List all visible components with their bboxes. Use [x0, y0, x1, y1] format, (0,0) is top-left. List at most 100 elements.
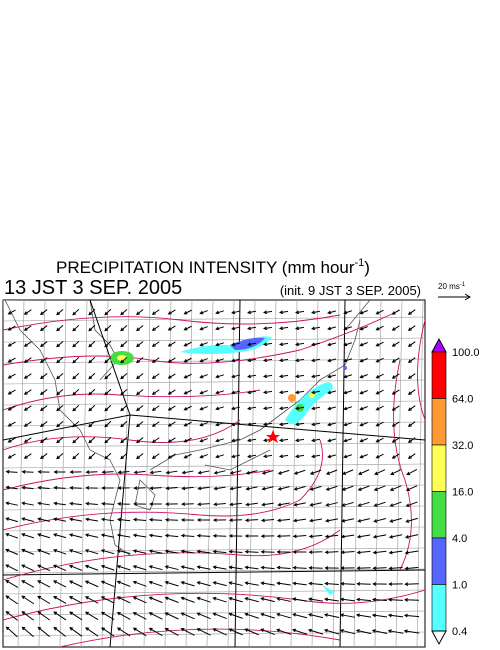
wind-arrow [391, 389, 400, 395]
wind-arrow [324, 581, 339, 586]
wind-arrow [213, 486, 226, 491]
wind-arrow [199, 374, 208, 379]
wind-arrow [37, 564, 51, 572]
wind-arrow [88, 452, 96, 460]
wind-arrow [212, 628, 227, 636]
wind-arrow [56, 453, 64, 460]
wind-arrow [151, 341, 160, 347]
wind-arrow [308, 565, 323, 570]
wind-arrow [247, 326, 257, 331]
wind-arrow [324, 597, 339, 602]
wind-arrow [52, 580, 67, 588]
colorbar-label: 0.4 [452, 626, 467, 638]
wind-arrow [263, 326, 273, 331]
wind-arrow [212, 581, 227, 587]
wind-arrow [343, 406, 352, 411]
wind-arrow [21, 501, 34, 506]
grid-line [3, 505, 425, 511]
title-sup: -1 [355, 257, 365, 269]
wind-arrow [120, 309, 128, 316]
wind-arrow [116, 517, 131, 522]
wind-arrow [72, 420, 80, 428]
wind-arrow [375, 421, 384, 427]
precip-cyan [285, 382, 333, 424]
wind-arrow [7, 309, 16, 315]
wind-arrow [68, 564, 83, 571]
wind-arrow [244, 612, 259, 619]
wind-arrow [215, 342, 224, 347]
wind-arrow [325, 502, 338, 507]
wind-arrow [68, 533, 83, 538]
wind-arrow [311, 438, 321, 443]
wind-arrow [292, 581, 307, 586]
wind-arrow [374, 469, 386, 476]
wind-arrow [116, 612, 131, 620]
wind-arrow [120, 341, 128, 348]
wind-arrow [293, 502, 306, 507]
wind-arrow [244, 565, 259, 570]
wind-arrow [120, 421, 128, 428]
wind-arrow [7, 405, 16, 411]
wind-arrow [84, 533, 99, 538]
wind-arrow [292, 550, 307, 554]
wind-arrow [5, 564, 19, 572]
wind-arrow [277, 469, 290, 475]
grid-line [332, 300, 340, 647]
wind-arrow [244, 628, 259, 636]
wind-arrow [52, 564, 67, 572]
wind-arrow [199, 406, 208, 411]
wind-arrow [406, 468, 418, 476]
wind-arrow [324, 566, 339, 570]
wind-arrow [164, 549, 179, 554]
wind-arrow [263, 342, 273, 347]
wind-arrow [357, 501, 370, 507]
wind-arrow [7, 357, 16, 363]
wind-arrow [21, 580, 35, 588]
init-time: (init. 9 JST 3 SEP. 2005) [280, 283, 421, 298]
wind-arrow [407, 373, 416, 379]
wind-arrow [69, 627, 83, 637]
wind-arrow [167, 309, 176, 315]
precip-cyan [322, 585, 335, 595]
wind-arrow [21, 485, 34, 490]
wind-arrow [56, 373, 64, 380]
grid-line [3, 526, 425, 532]
wind-arrow [53, 595, 67, 604]
wind-arrow [88, 324, 96, 332]
wind-arrow [228, 534, 243, 538]
wind-arrow [85, 517, 99, 522]
wind-arrow [100, 580, 115, 588]
wind-arrow [23, 357, 32, 363]
wind-arrow [197, 470, 210, 475]
wind-arrow [180, 628, 195, 636]
wind-arrow [327, 310, 337, 315]
wind-arrow [215, 310, 224, 315]
wind-arrow [295, 374, 305, 379]
wind-arrow [183, 309, 192, 315]
wind-arrow [213, 470, 226, 475]
wind-arrow [151, 437, 160, 443]
grid-line [206, 300, 214, 647]
wind-arrow [120, 373, 128, 380]
wind-arrow [132, 596, 147, 604]
wind-arrow [88, 308, 96, 316]
wind-arrow [311, 454, 321, 459]
wind-arrow [148, 533, 163, 538]
contour [3, 419, 241, 451]
wind-arrow [388, 534, 403, 539]
wind-arrow [104, 404, 112, 412]
wind-arrow [359, 310, 368, 315]
wind-arrow [183, 453, 192, 459]
wind-arrow [37, 548, 51, 555]
wind-arrow [308, 550, 323, 554]
wind-arrow [164, 627, 179, 636]
wind-arrow [183, 437, 192, 443]
wind-arrow [104, 324, 112, 332]
wind-arrow [228, 518, 243, 523]
colorbar-segment [431, 444, 447, 492]
wind-arrow [215, 438, 224, 443]
wind-arrow [295, 326, 305, 331]
wind-arrow [229, 502, 242, 507]
wind-arrow [405, 501, 418, 507]
wind-arrow [148, 517, 163, 522]
